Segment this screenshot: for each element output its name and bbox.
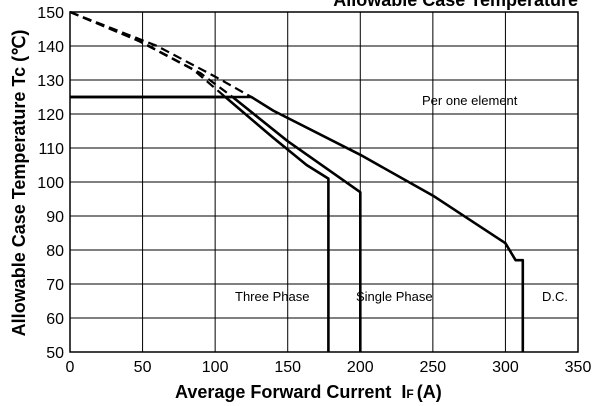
y-tick-label: 80	[46, 243, 64, 260]
series-layer	[69, 10, 525, 352]
chart-title: Allowable Case Temperature	[333, 0, 578, 10]
y-tick-label: 130	[37, 73, 64, 90]
x-tick-label: 350	[565, 359, 592, 376]
plot-frame	[69, 11, 579, 353]
grid	[70, 12, 578, 352]
y-tick-label: 60	[46, 311, 64, 328]
x-tick-label: 200	[347, 359, 374, 376]
y-tick-label: 150	[37, 5, 64, 22]
x-tick-label: 50	[134, 359, 152, 376]
x-tick-label: 300	[492, 359, 519, 376]
series-line-three-phase	[70, 95, 330, 352]
series-line-d-c	[70, 95, 525, 352]
y-tick-label: 140	[37, 39, 64, 56]
x-tick-label: 250	[420, 359, 447, 376]
x-axis-title-text: Average Forward Current	[175, 382, 391, 402]
y-tick-label: 50	[46, 345, 64, 362]
series-label-three-phase: Three Phase	[235, 289, 309, 304]
tick-labels: 0 50 100 150 200 250 300 3505060708090100110120…	[37, 5, 591, 376]
y-tick-label: 70	[46, 277, 64, 294]
series-line-dashed-4	[69, 10, 234, 98]
x-axis-subscript: F	[406, 387, 413, 401]
series-line-dashed-3	[69, 10, 252, 98]
y-tick-label: 120	[37, 107, 64, 124]
y-axis-title: Allowable Case Temperature Tc (℃)	[9, 30, 29, 337]
series-line-dashed-5	[69, 10, 227, 98]
x-tick-label: 100	[202, 359, 229, 376]
series-label-dc: D.C.	[542, 289, 568, 304]
y-tick-label: 90	[46, 209, 64, 226]
series-label-single-phase: Single Phase	[356, 289, 433, 304]
y-tick-label: 100	[37, 175, 64, 192]
annotation-per-one-element: Per one element	[422, 93, 518, 108]
x-tick-label: 150	[274, 359, 301, 376]
x-tick-label: 0	[66, 359, 75, 376]
x-axis-unit: (A)	[417, 382, 442, 402]
x-axis-symbol: I	[401, 382, 406, 402]
y-tick-label: 110	[38, 141, 64, 158]
x-axis-title: Average Forward Current IF (A)	[175, 382, 442, 402]
